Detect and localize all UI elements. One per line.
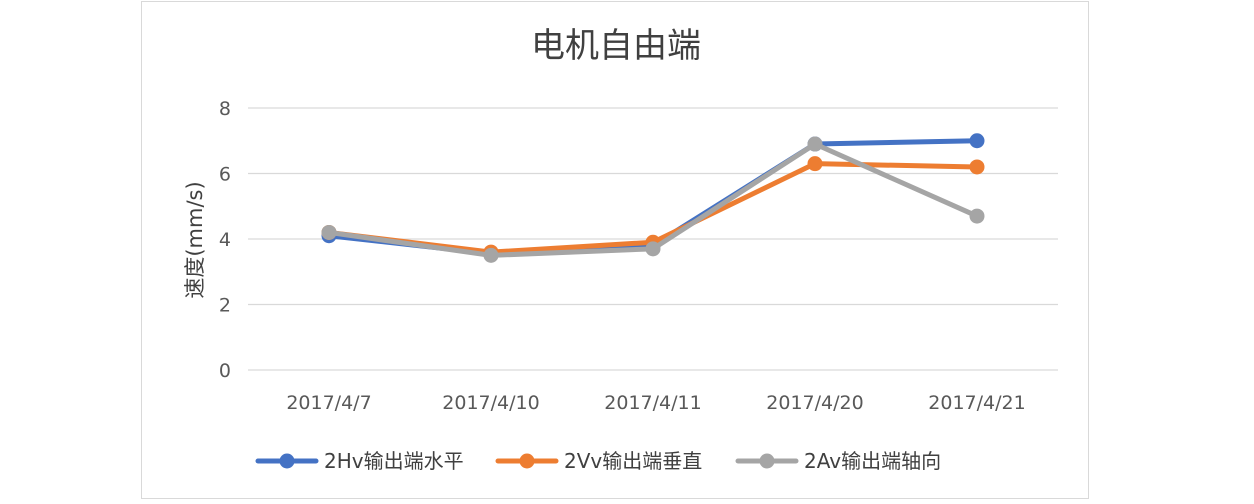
- x-tick-label: 2017/4/21: [928, 392, 1025, 414]
- y-tick-label: 0: [219, 360, 231, 382]
- x-tick-label: 2017/4/10: [442, 392, 539, 414]
- legend-label: 2Vv输出端垂直: [564, 449, 702, 473]
- legend: 2Hv输出端水平 2Vv输出端垂直 2Av输出端轴向: [255, 449, 941, 473]
- series-3: [321, 136, 985, 263]
- legend-item: 2Av输出端轴向: [735, 449, 941, 473]
- x-tick-label: 2017/4/20: [766, 392, 863, 414]
- legend-label: 2Av输出端轴向: [804, 449, 941, 473]
- data-point: [807, 136, 823, 152]
- y-tick-label: 8: [219, 98, 231, 120]
- data-point: [321, 224, 337, 240]
- data-point: [483, 247, 499, 263]
- data-point: [969, 133, 985, 149]
- data-point: [645, 241, 661, 257]
- legend-marker: [759, 453, 775, 469]
- legend-item: 2Hv输出端水平: [255, 449, 464, 473]
- data-point: [969, 208, 985, 224]
- legend-marker: [519, 453, 535, 469]
- data-point: [969, 159, 985, 175]
- y-axis-label: 速度(mm/s): [183, 181, 207, 298]
- y-tick-label: 2: [219, 295, 231, 317]
- chart-title: 电机自由端: [531, 26, 701, 66]
- data-point: [807, 156, 823, 172]
- y-axis-ticks: 0 2 4 6 8: [219, 98, 231, 382]
- y-tick-label: 4: [219, 229, 231, 251]
- series-group: [321, 133, 985, 263]
- x-tick-label: 2017/4/7: [286, 392, 371, 414]
- legend-label: 2Hv输出端水平: [324, 449, 464, 473]
- x-tick-label: 2017/4/11: [604, 392, 701, 414]
- legend-item: 2Vv输出端垂直: [495, 449, 702, 473]
- x-axis-ticks: 2017/4/7 2017/4/10 2017/4/11 2017/4/20 2017/…: [286, 392, 1025, 414]
- legend-marker: [279, 453, 295, 469]
- y-tick-label: 6: [219, 164, 231, 186]
